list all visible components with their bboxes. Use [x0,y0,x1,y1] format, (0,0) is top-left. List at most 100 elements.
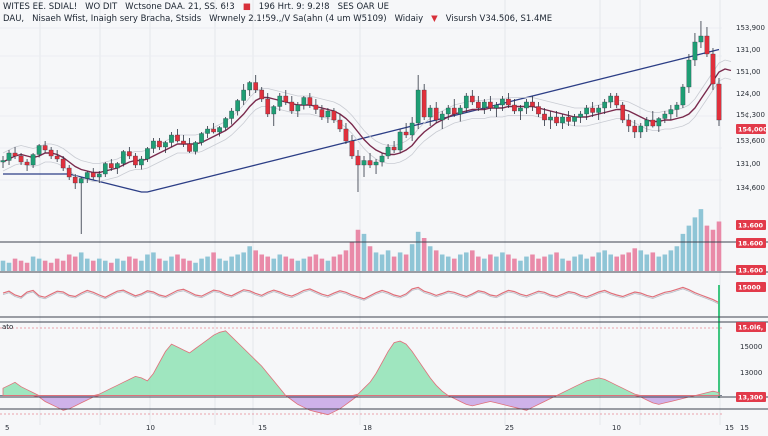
candle-body [367,160,373,166]
price-tick-label: 131,00 [736,160,761,168]
candle-body [271,106,277,115]
volume-bar [542,256,547,271]
volume-bar [524,256,529,271]
volume-bar [373,252,379,271]
candle-body [72,176,78,184]
price-badge-label: 13.600 [738,267,764,275]
volume-bar [301,258,307,271]
candle-body [488,101,493,109]
volume-bar [157,258,162,271]
volume-bar [307,256,313,271]
volume-bar [175,254,180,271]
volume-bar [608,254,613,271]
candle-body [289,101,295,112]
candle-body [385,146,391,157]
volume-bar [319,258,325,271]
price-badge-label: 15.0l6, [738,324,763,332]
time-tick-label: 15 [740,424,749,432]
volume-bar [566,260,571,271]
candle-body [163,142,168,148]
volume-bar [512,258,517,271]
volume-bar [193,262,198,271]
volume-bar [12,258,18,271]
price-tick-label: 153,900 [736,24,765,32]
volume-bar [644,254,650,271]
candle-body [373,161,379,166]
price-badges: 154,000 13.600 18.600 13.600 15000 15.0l6, 13,… [736,124,768,402]
candle-body [24,161,30,166]
candle-body [482,101,487,109]
candle-body [84,172,90,179]
header-item: ■ [243,2,251,12]
candle-body [439,113,445,121]
candle-body [199,133,204,143]
volume-bar [199,258,204,271]
volume-bar [151,252,156,271]
candle-body [54,155,60,160]
volume-bar [361,233,367,271]
candle-body [415,89,421,124]
candle-body [235,100,240,112]
candle-body [18,155,24,163]
price-tick-label: 131,00 [736,46,761,54]
volume-bar [229,256,234,271]
volume-bar [464,252,469,271]
price-badge-bg [736,282,766,292]
volume-bar [482,258,487,271]
header-line-2: DAU, Nisaeh Wfist, Inaigh sery Bracha, St… [3,14,552,24]
volume-bar [325,260,331,271]
price-badge-bg [736,322,766,332]
volume-bar [578,254,583,271]
volume-bar [710,229,716,271]
header-item: Wctsone DAA. 21, SS. 6!3 [125,2,235,12]
volume-bar [343,250,349,271]
candle-body [524,101,529,109]
volume-bar [554,252,559,271]
candle-body [12,152,18,157]
volume-bar [265,256,271,271]
ma-fast-path [2,68,732,174]
volume-bar [662,254,668,271]
candle-body [512,104,517,112]
volume-bar [530,254,535,271]
candle-body [283,95,289,103]
price-badge-label: 18.600 [738,240,764,248]
volume-bar [626,252,632,271]
volume-bar [66,254,72,271]
candle-body [620,104,626,121]
candle-body [0,160,6,163]
volume-bar [24,262,30,271]
candle-body [457,107,463,115]
price-tick-label: 15¢,300 [736,111,765,119]
candle-body [409,122,415,136]
candle-body [223,118,228,128]
oscillator-pane [2,285,720,398]
candle-body [253,82,259,91]
candle-body [500,98,505,106]
candle-body [121,151,126,164]
volume-bar [133,258,138,271]
volume-bar [445,256,451,271]
time-tick-label: 15 [258,424,267,432]
candle-body [650,119,656,127]
volume-bar [500,252,505,271]
volume-bar [295,260,301,271]
volume-bar [121,260,126,271]
volume-bar [0,260,6,271]
volume-bar [42,260,48,271]
time-tick-label: 15 [725,424,734,432]
header-item: WITES EE. SDIAL! [3,2,77,12]
candle-body [554,116,559,124]
candle-body [265,98,271,115]
osc-tick-label: 15000 [740,343,762,351]
candle-body [710,53,716,85]
candle-body [307,97,313,106]
volume-bar [60,260,66,271]
header-item: Widaiy [395,14,424,24]
price-badge-label: 154,000 [738,126,768,134]
volume-bar [536,258,541,271]
volume-bar [433,250,439,271]
candle-body [469,95,475,103]
volume-bar [241,252,246,271]
